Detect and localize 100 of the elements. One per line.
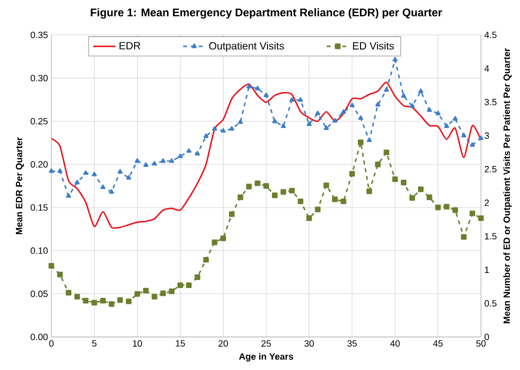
point <box>375 102 380 107</box>
point <box>100 298 106 304</box>
y-tick-label: 0.00 <box>30 334 48 340</box>
y-tick-label: 0.30 <box>30 74 48 82</box>
point <box>280 123 286 128</box>
point <box>160 290 166 296</box>
y2-tick-label: 3 <box>484 132 489 139</box>
y2-tick-label: 0 <box>484 334 489 340</box>
y-tick-label: 0.10 <box>30 248 48 254</box>
point <box>444 123 450 128</box>
point <box>470 210 476 216</box>
point <box>118 169 123 174</box>
point <box>57 168 62 174</box>
point <box>220 236 226 242</box>
point <box>478 136 484 140</box>
point <box>264 92 269 98</box>
x-tick-label: 20 <box>218 340 228 347</box>
point <box>204 134 209 138</box>
point <box>203 257 209 263</box>
x-tick-label: 35 <box>347 340 357 347</box>
point <box>426 107 432 112</box>
point <box>186 148 192 153</box>
point <box>358 140 364 146</box>
point <box>48 168 54 174</box>
point <box>306 215 312 222</box>
point <box>452 207 458 213</box>
chart-title: Figure 1: Mean Emergency Department Reliance (EDR) per Quarter <box>90 8 442 19</box>
point <box>186 282 192 288</box>
y-axis-title: Mean EDR Per Quarter <box>16 137 24 234</box>
point <box>384 150 390 156</box>
point <box>332 118 338 123</box>
point <box>349 171 355 177</box>
point <box>340 109 346 114</box>
point <box>272 192 278 198</box>
point <box>220 128 226 133</box>
point <box>392 57 398 62</box>
point <box>169 158 174 163</box>
x-tick-label: 10 <box>132 340 142 347</box>
point <box>315 110 320 116</box>
point <box>289 188 295 194</box>
point <box>126 298 132 304</box>
point <box>366 188 372 194</box>
x-tick-label: 5 <box>92 340 96 347</box>
point <box>460 234 467 240</box>
point <box>74 294 80 300</box>
point <box>143 162 148 167</box>
point <box>246 84 252 88</box>
point <box>152 161 157 166</box>
point <box>324 126 329 130</box>
y2-tick-label: 4 <box>484 65 490 72</box>
point <box>280 189 286 195</box>
point <box>263 183 269 189</box>
point <box>238 119 243 124</box>
point <box>194 151 200 156</box>
point <box>134 158 140 163</box>
point <box>392 176 398 182</box>
point <box>444 204 450 210</box>
point <box>134 291 140 297</box>
y-tick-label: 0.20 <box>30 161 48 168</box>
point <box>410 103 415 108</box>
point <box>435 110 441 116</box>
legend-label: Outpatient Visits <box>209 42 284 52</box>
point <box>306 121 312 126</box>
point <box>400 180 406 186</box>
y2-tick-label: 4.5 <box>484 32 497 38</box>
point <box>418 88 424 94</box>
point <box>478 215 484 222</box>
y-tick-label: 0.05 <box>30 290 48 298</box>
y-tick-label: 0.35 <box>30 32 48 38</box>
point <box>298 198 304 204</box>
point <box>229 211 235 218</box>
point <box>82 298 89 304</box>
x-tick-label: 40 <box>390 340 400 347</box>
x-tick-label: 50 <box>476 340 486 347</box>
point <box>152 294 158 300</box>
point <box>117 297 123 303</box>
point <box>426 194 432 200</box>
point <box>358 115 364 120</box>
point <box>74 180 80 184</box>
point <box>100 184 106 190</box>
y2-tick-label: 0.5 <box>484 300 497 307</box>
point <box>160 158 166 163</box>
point <box>366 138 372 142</box>
point <box>126 175 132 180</box>
y2-tick-label: 2 <box>484 200 489 206</box>
point <box>254 180 260 186</box>
point <box>298 97 304 102</box>
point <box>401 93 406 98</box>
point <box>418 186 424 192</box>
legend-label: EDR <box>120 42 140 50</box>
point <box>92 300 98 306</box>
point <box>314 206 321 212</box>
point <box>255 86 260 90</box>
point <box>194 274 200 280</box>
y2-tick-label: 1 <box>484 266 489 274</box>
point <box>375 162 381 168</box>
point <box>66 193 72 198</box>
point <box>435 204 441 210</box>
point <box>332 196 338 202</box>
point <box>108 189 114 194</box>
